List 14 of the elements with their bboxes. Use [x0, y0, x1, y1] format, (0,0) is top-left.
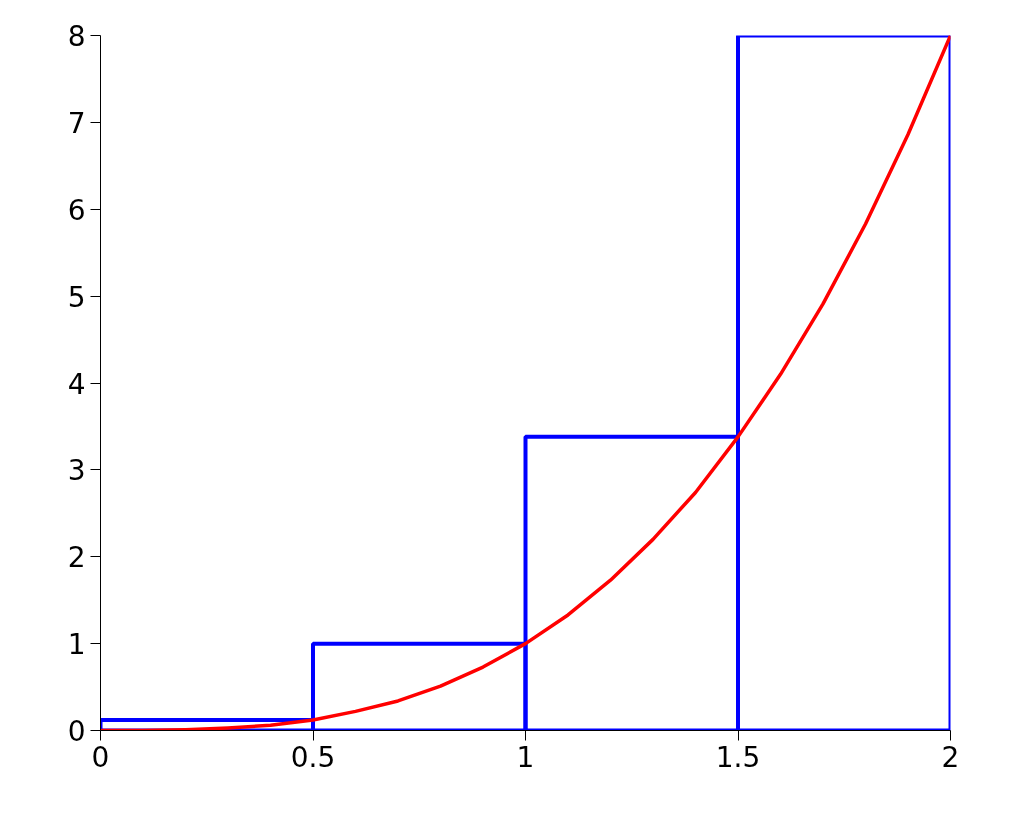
- y-tick-label: 1: [67, 628, 86, 662]
- y-tick-label: 8: [67, 20, 86, 53]
- x-tick-label: 0.5: [290, 740, 336, 774]
- y-tick-label: 3: [67, 454, 86, 488]
- y-tick-label: 0: [67, 715, 86, 748]
- x-tick-label: 0: [91, 740, 110, 774]
- y-tick-label: 2: [67, 541, 86, 575]
- x-tick-label: 1.5: [715, 740, 761, 774]
- y-tick-label: 7: [67, 106, 86, 140]
- x-tick-label: 1: [516, 740, 535, 774]
- y-tick-label: 6: [67, 193, 86, 227]
- x-tick-label: 2: [941, 740, 960, 774]
- y-tick-label: 5: [67, 280, 86, 314]
- y-tick-label: 4: [67, 367, 86, 401]
